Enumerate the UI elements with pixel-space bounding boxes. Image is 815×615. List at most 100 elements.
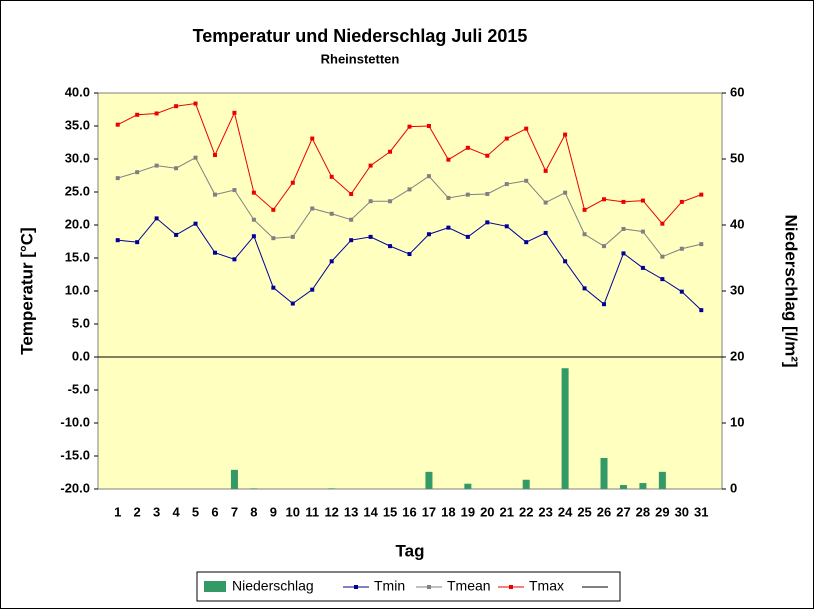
- y-tick-label: -20.0: [60, 480, 90, 495]
- y2-tick-label: 0: [730, 480, 737, 495]
- x-tick-label: 18: [441, 504, 455, 519]
- marker: [504, 182, 509, 187]
- y2-axis-title: Niederschlag [l/m²]: [782, 214, 801, 367]
- plot-area: [97, 92, 723, 490]
- bar: [600, 457, 608, 489]
- marker: [349, 217, 354, 222]
- legend-label: Tmean: [447, 578, 491, 594]
- marker: [232, 257, 237, 262]
- x-tick-label: 30: [675, 504, 689, 519]
- marker: [543, 200, 548, 205]
- marker: [174, 166, 179, 171]
- y-tick-label: 35.0: [65, 117, 90, 132]
- marker: [290, 180, 295, 185]
- marker: [193, 221, 198, 226]
- marker: [251, 234, 256, 239]
- marker: [310, 287, 315, 292]
- marker: [154, 111, 159, 116]
- marker: [115, 176, 120, 181]
- marker: [640, 229, 645, 234]
- legend-marker: [427, 585, 431, 589]
- marker: [465, 192, 470, 197]
- marker: [446, 157, 451, 162]
- x-tick-label: 3: [153, 504, 160, 519]
- marker: [349, 238, 354, 243]
- legend-swatch: [204, 581, 226, 592]
- y-tick-label: 0.0: [72, 348, 90, 363]
- bar: [639, 483, 647, 489]
- marker: [212, 250, 217, 255]
- x-tick-label: 10: [286, 504, 300, 519]
- marker: [251, 190, 256, 195]
- x-tick-label: 1: [114, 504, 121, 519]
- y-tick-label: -15.0: [60, 447, 90, 462]
- legend-marker: [354, 585, 358, 589]
- marker: [271, 285, 276, 290]
- x-tick-label: 8: [250, 504, 257, 519]
- legend-marker: [509, 585, 513, 589]
- marker: [388, 149, 393, 154]
- marker: [310, 206, 315, 211]
- marker: [329, 211, 334, 216]
- marker: [640, 265, 645, 270]
- marker: [621, 251, 626, 256]
- y2-tick-label: 10: [730, 414, 744, 429]
- marker: [465, 145, 470, 150]
- marker: [485, 153, 490, 158]
- marker: [290, 301, 295, 306]
- marker: [563, 190, 568, 195]
- marker: [602, 197, 607, 202]
- marker: [582, 207, 587, 212]
- y-tick-label: 40.0: [65, 84, 90, 99]
- marker: [154, 216, 159, 221]
- legend: [196, 571, 621, 602]
- marker: [232, 110, 237, 115]
- x-tick-label: 28: [636, 504, 650, 519]
- y-tick-label: -5.0: [68, 381, 90, 396]
- y2-tick-label: 20: [730, 348, 744, 363]
- marker: [699, 192, 704, 197]
- marker: [193, 155, 198, 160]
- y-tick-label: -10.0: [60, 414, 90, 429]
- marker: [388, 244, 393, 249]
- x-tick-label: 29: [655, 504, 669, 519]
- x-tick-label: 15: [383, 504, 397, 519]
- marker: [407, 124, 412, 129]
- marker: [426, 174, 431, 179]
- y2-tick-label: 50: [730, 150, 744, 165]
- bar: [230, 469, 238, 489]
- marker: [174, 232, 179, 237]
- marker: [602, 244, 607, 249]
- bar: [619, 485, 627, 489]
- x-tick-label: 21: [500, 504, 514, 519]
- y-tick-label: 25.0: [65, 183, 90, 198]
- marker: [543, 230, 548, 235]
- x-tick-label: 22: [519, 504, 533, 519]
- marker: [524, 240, 529, 245]
- x-tick-label: 25: [577, 504, 591, 519]
- y-tick-label: 10.0: [65, 282, 90, 297]
- x-tick-label: 23: [538, 504, 552, 519]
- marker: [621, 199, 626, 204]
- x-tick-label: 13: [344, 504, 358, 519]
- marker: [329, 174, 334, 179]
- marker: [699, 308, 704, 313]
- marker: [640, 198, 645, 203]
- marker: [212, 192, 217, 197]
- marker: [349, 191, 354, 196]
- chart-title: Temperatur und Niederschlag Juli 2015: [193, 26, 528, 46]
- marker: [504, 136, 509, 141]
- marker: [563, 132, 568, 137]
- marker: [407, 187, 412, 192]
- marker: [660, 254, 665, 259]
- legend-label: Niederschlag: [232, 578, 314, 594]
- x-tick-label: 11: [305, 504, 319, 519]
- marker: [426, 124, 431, 128]
- marker: [135, 240, 140, 245]
- marker: [212, 153, 217, 158]
- marker: [388, 199, 393, 204]
- x-tick-label: 5: [192, 504, 199, 519]
- marker: [660, 277, 665, 282]
- bar: [328, 488, 336, 489]
